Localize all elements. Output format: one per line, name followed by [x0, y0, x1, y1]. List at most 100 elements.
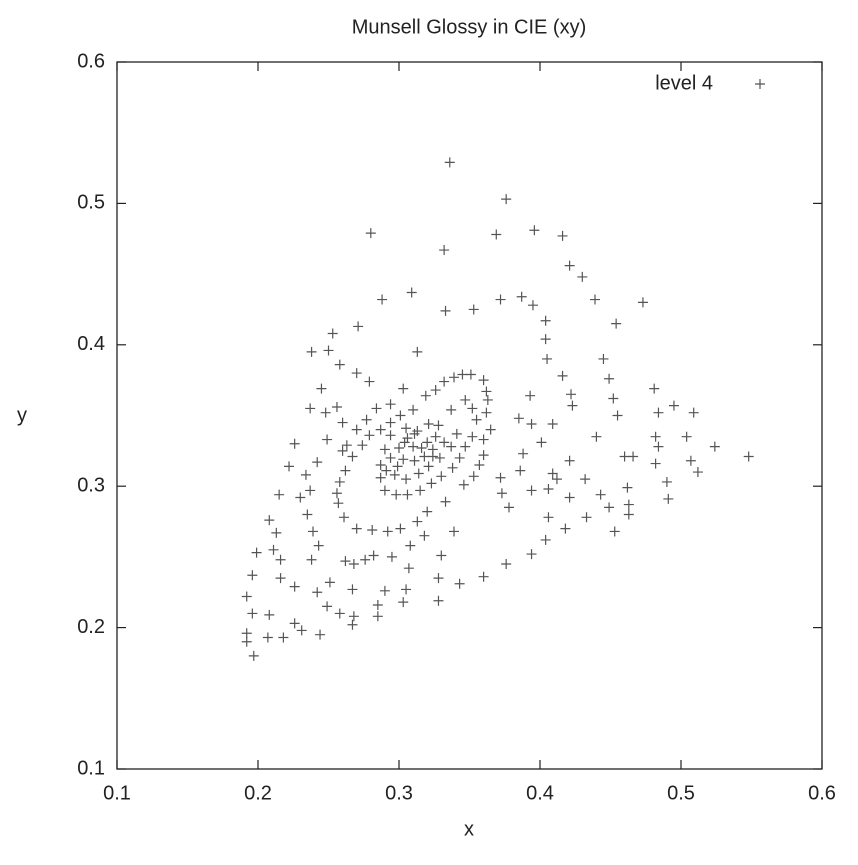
point [427, 451, 438, 462]
point [339, 512, 350, 523]
point [406, 287, 417, 298]
point [395, 410, 406, 421]
point [398, 383, 409, 394]
point [439, 245, 450, 256]
point [467, 403, 478, 414]
point [323, 345, 334, 356]
point [391, 489, 402, 500]
point [460, 394, 471, 405]
point [529, 225, 540, 236]
point [446, 441, 457, 452]
point [439, 376, 450, 387]
point [274, 489, 285, 500]
point [501, 558, 512, 569]
point [372, 599, 383, 610]
point [348, 611, 359, 622]
point [525, 390, 536, 401]
x-axis-label: x [464, 818, 474, 840]
point [340, 465, 351, 476]
chart-title: Munsell Glossy in CIE (xy) [352, 16, 587, 38]
legend-marker [755, 79, 765, 89]
point [300, 469, 311, 480]
point [334, 476, 345, 487]
x-tick-label: 0.1 [103, 782, 131, 804]
point [379, 585, 390, 596]
point [364, 376, 375, 387]
point [422, 506, 433, 517]
point [408, 441, 419, 452]
point [481, 386, 492, 397]
point [567, 400, 578, 411]
point [385, 452, 396, 463]
point [516, 291, 527, 302]
point [542, 353, 553, 364]
point [547, 468, 558, 479]
point [491, 229, 502, 240]
point [526, 549, 537, 560]
point [401, 584, 412, 595]
point [385, 430, 396, 441]
point [577, 271, 588, 282]
point [271, 527, 282, 538]
point [392, 461, 403, 472]
point [377, 294, 388, 305]
point [295, 492, 306, 503]
y-tick-label: 0.1 [77, 757, 105, 779]
point [251, 547, 262, 558]
point [604, 502, 615, 513]
point [375, 459, 386, 470]
point [650, 458, 661, 469]
point [454, 452, 465, 463]
point [381, 465, 392, 476]
point [482, 394, 493, 405]
point [340, 556, 351, 567]
point [385, 399, 396, 410]
point [395, 523, 406, 534]
point [628, 451, 639, 462]
point [278, 632, 289, 643]
point [275, 554, 286, 565]
point [386, 551, 397, 562]
point [458, 479, 469, 490]
x-tick-label: 0.2 [244, 782, 272, 804]
point [264, 609, 275, 620]
y-tick-label: 0.3 [77, 474, 105, 496]
point [580, 474, 591, 485]
point [334, 359, 345, 370]
point [515, 465, 526, 476]
point [436, 550, 447, 561]
point [440, 496, 451, 507]
point [622, 482, 633, 493]
point [302, 509, 313, 520]
point [306, 346, 317, 357]
point [398, 597, 409, 608]
point [685, 455, 696, 466]
point [409, 428, 420, 439]
point [389, 469, 400, 480]
point [399, 437, 410, 448]
point [322, 601, 333, 612]
point [468, 471, 479, 482]
point [743, 451, 754, 462]
plot-frame [116, 61, 823, 770]
point [423, 418, 434, 429]
point [439, 437, 450, 448]
point [564, 455, 575, 466]
point [557, 370, 568, 381]
point [375, 472, 386, 483]
point [348, 558, 359, 569]
point [540, 315, 551, 326]
point [496, 488, 507, 499]
point [564, 492, 575, 503]
point [419, 530, 430, 541]
point [365, 228, 376, 239]
point [688, 407, 699, 418]
point [412, 516, 423, 527]
point [591, 431, 602, 442]
point [289, 581, 300, 592]
point [430, 431, 441, 442]
point [471, 414, 482, 425]
point [623, 509, 634, 520]
point [327, 328, 338, 339]
point [527, 300, 538, 311]
